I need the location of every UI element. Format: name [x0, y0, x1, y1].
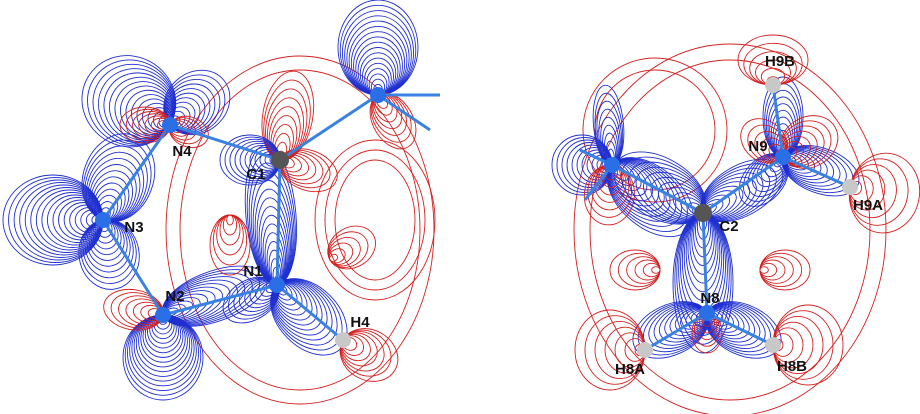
- atom-label: H9B: [765, 53, 795, 70]
- contour-line: [325, 150, 425, 290]
- atom: [842, 179, 858, 195]
- atom: [162, 117, 178, 133]
- contour-line: [166, 56, 434, 404]
- atom-label: H9A: [853, 197, 883, 214]
- contour-line: [635, 260, 660, 280]
- atom-label: N8: [700, 290, 719, 307]
- atom: [95, 212, 111, 228]
- contour-line: [220, 215, 240, 245]
- atom: [775, 149, 791, 165]
- bond: [280, 95, 378, 160]
- contour-line: [213, 215, 246, 265]
- atom: [765, 77, 781, 93]
- atom-label: N3: [124, 219, 143, 236]
- contour-line: [180, 70, 420, 390]
- atom: [637, 342, 653, 358]
- atom: [765, 337, 781, 353]
- atom-label: C2: [719, 218, 738, 235]
- atom-label: N9: [748, 138, 767, 155]
- contour-line: [760, 253, 802, 286]
- figure: N4 C1 N3 N2 N1 H4 H9B N9 H9A C2 N8 H8A H8B: [0, 0, 920, 414]
- atom-label: N4: [172, 143, 192, 160]
- atom: [694, 204, 712, 222]
- contour-line: [125, 315, 201, 395]
- bond: [378, 95, 430, 130]
- atom: [370, 87, 386, 103]
- atom-label: H8A: [615, 361, 645, 378]
- contour-line: [618, 253, 660, 286]
- page: N4C1N3N2N1H4H9BN9H9AC2N8H8AH8B (() => { …: [0, 0, 920, 414]
- atom-label: H8B: [777, 358, 807, 375]
- atom: [335, 332, 351, 348]
- atom: [271, 151, 289, 169]
- atom-label: N1: [243, 263, 262, 280]
- contour-line: [345, 16, 412, 95]
- atom-label: H4: [350, 314, 370, 331]
- contour-line: [227, 215, 234, 225]
- atom: [269, 277, 285, 293]
- atom-label: C1: [246, 166, 265, 183]
- contour-line: [760, 260, 785, 280]
- atom: [604, 157, 620, 173]
- atom: [155, 307, 171, 323]
- contour-line: [340, 5, 416, 95]
- atom: [699, 305, 715, 321]
- contour-line: [9, 178, 103, 263]
- contour-line: [354, 37, 403, 95]
- contour-line: [575, 310, 645, 390]
- contour-line: [760, 267, 768, 274]
- contour-line: [652, 267, 660, 274]
- atom-label: N2: [165, 288, 184, 305]
